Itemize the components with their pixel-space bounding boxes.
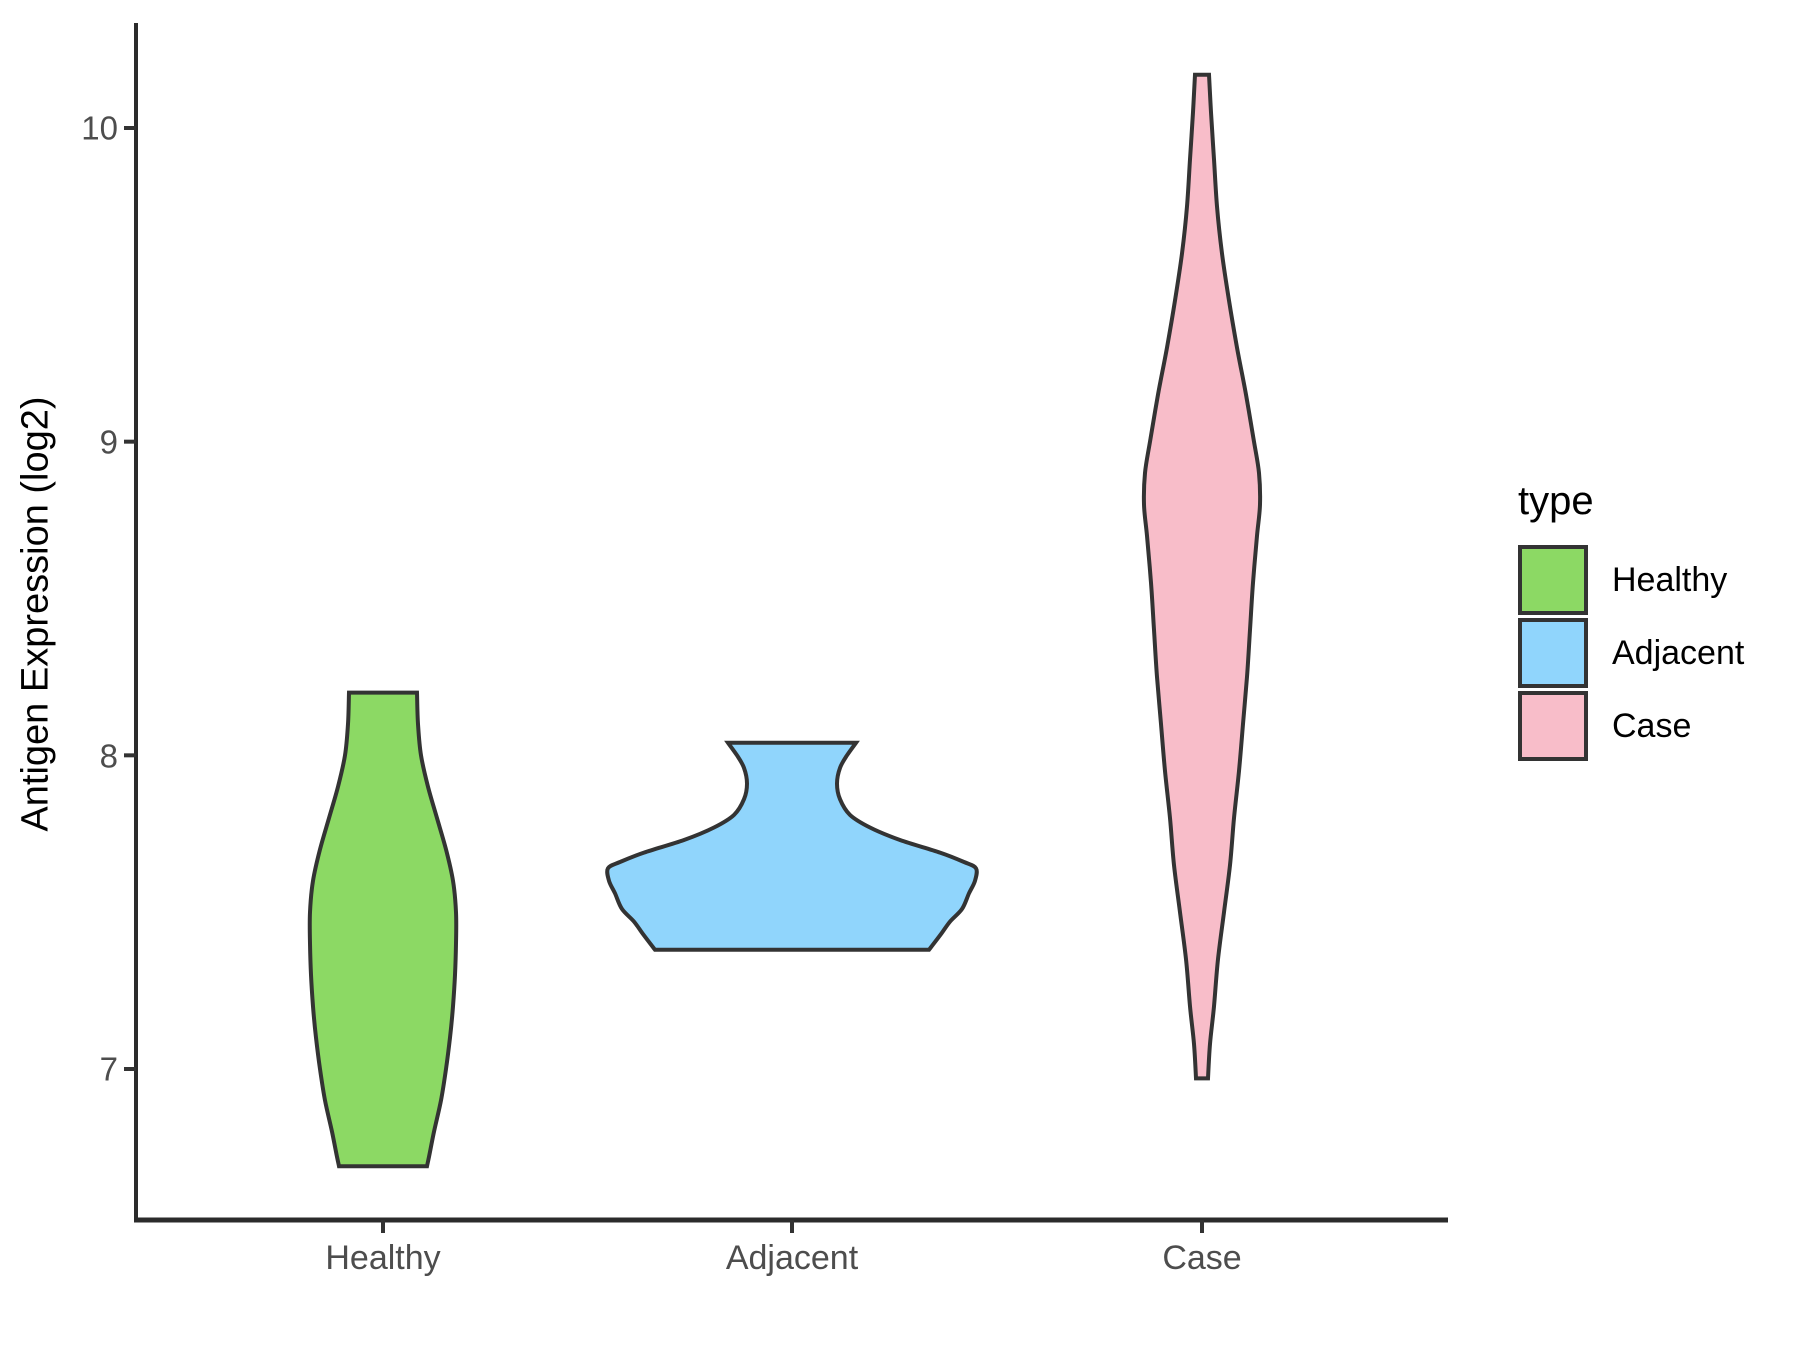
violin-adjacent <box>605 740 979 952</box>
legend-key-healthy-swatch <box>1518 545 1588 615</box>
legend-key-adjacent-swatch <box>1518 618 1588 688</box>
legend-row-case: Case <box>1518 691 1744 761</box>
violin-case <box>1141 72 1263 1081</box>
legend-label-healthy: Healthy <box>1612 560 1728 599</box>
legend-key-case-swatch <box>1518 691 1588 761</box>
legend-row-healthy: Healthy <box>1518 545 1744 615</box>
violin-healthy <box>307 690 459 1169</box>
x-tick-label-healthy: Healthy <box>325 1239 441 1277</box>
legend: type Healthy Adjacent Case <box>1518 478 1744 764</box>
x-tick-label-adjacent: Adjacent <box>725 1239 859 1277</box>
legend-row-adjacent: Adjacent <box>1518 618 1744 688</box>
legend-label-adjacent: Adjacent <box>1612 633 1745 672</box>
y-tick-label-7: 7 <box>99 1050 118 1088</box>
x-tick-label-case: Case <box>1162 1239 1242 1277</box>
legend-label-case: Case <box>1612 706 1692 745</box>
y-tick-label-8: 8 <box>99 737 118 775</box>
y-tick-label-9: 9 <box>99 423 118 461</box>
legend-title: type <box>1518 479 1594 523</box>
y-tick-label-10: 10 <box>81 109 118 147</box>
